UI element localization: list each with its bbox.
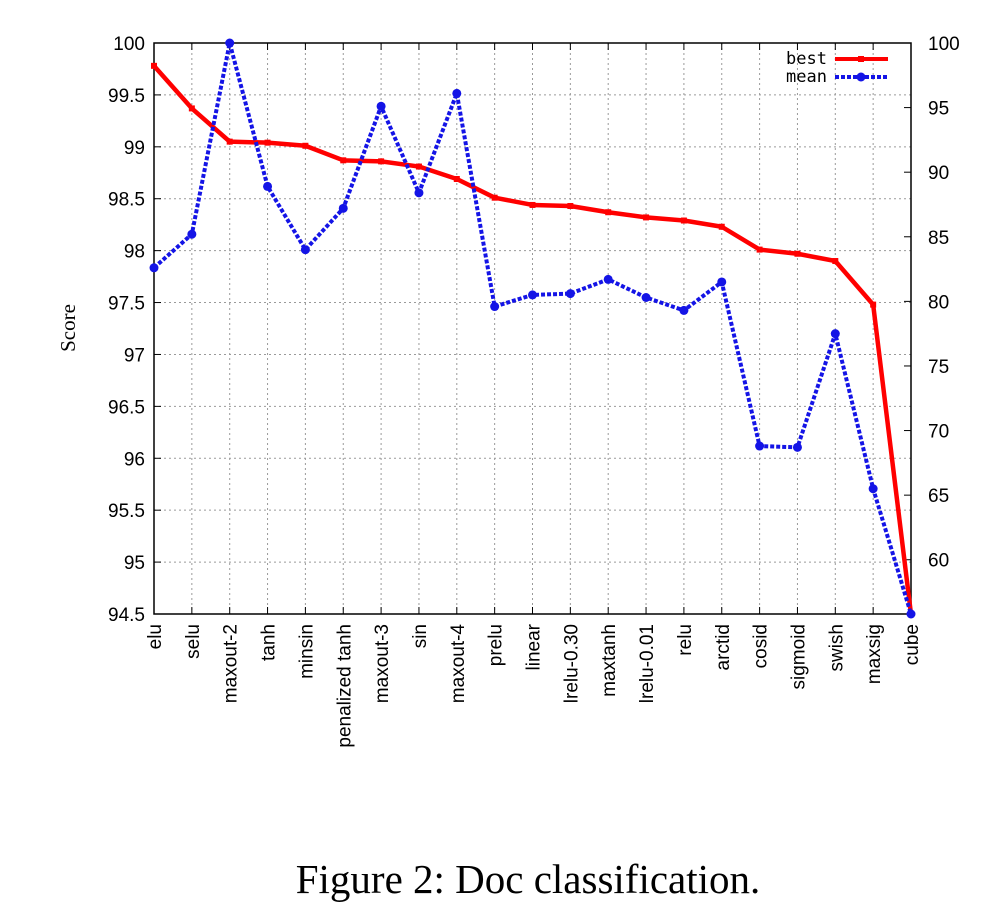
- legend: best mean: [786, 49, 888, 87]
- data-point-mean: [376, 101, 386, 111]
- y2-tick-label: 60: [928, 551, 949, 572]
- left-y-axis: 94.5 95 95.5 96 96.5 97 97.5 98 98.5 99 99.5 100: [108, 34, 161, 626]
- y2-tick-label: 70: [928, 422, 949, 443]
- x-tick-label: prelu: [486, 624, 507, 666]
- data-point-mean: [679, 305, 689, 315]
- x-tick-label: penalized tanh: [334, 624, 355, 748]
- x-tick-label: linear: [524, 623, 545, 670]
- data-point-mean: [792, 442, 802, 452]
- x-tick-label: maxout-3: [372, 624, 393, 703]
- data-point-mean: [452, 88, 462, 98]
- data-point-best: [605, 209, 612, 216]
- x-tick-label: cube: [902, 624, 923, 665]
- data-point-mean: [528, 290, 537, 300]
- data-point-mean: [755, 441, 765, 451]
- y2-tick-label: 65: [928, 486, 949, 507]
- legend-mean-marker: [856, 72, 866, 82]
- x-tick-label: cosid: [751, 624, 772, 668]
- y-tick-label: 99.5: [108, 86, 145, 107]
- x-tick-label: tanh: [259, 624, 280, 661]
- data-point-best: [491, 194, 498, 201]
- x-tick-label: sigmoid: [788, 624, 809, 689]
- x-tick-label: maxout-2: [221, 624, 242, 703]
- data-point-best: [151, 62, 157, 69]
- x-tick-label: maxtanh: [599, 624, 620, 697]
- data-point-mean: [603, 274, 613, 284]
- y-tick-label: 99: [124, 138, 145, 159]
- x-tick-label: swish: [826, 624, 847, 672]
- data-point-best: [643, 214, 650, 221]
- y-tick-label: 96: [124, 449, 145, 470]
- x-axis: elu selu maxout-2 tanh minsin penalized tanh m…: [145, 43, 923, 748]
- data-point-best: [718, 223, 725, 230]
- data-point-best: [302, 142, 309, 149]
- data-point-mean: [717, 277, 727, 287]
- y2-tick-label: 85: [928, 228, 949, 249]
- y-axis-label: Score: [56, 304, 80, 352]
- data-point-best: [680, 217, 687, 224]
- data-point-best: [378, 158, 385, 165]
- y-tick-label: 100: [113, 34, 145, 55]
- data-point-best: [415, 163, 422, 170]
- data-point-best: [340, 157, 347, 164]
- data-point-mean: [338, 203, 348, 213]
- data-point-best: [264, 139, 271, 146]
- data-point-mean: [149, 263, 159, 273]
- right-y-axis: 60 65 70 75 80 85 90 95 100: [904, 34, 960, 572]
- data-point-mean: [868, 484, 878, 494]
- data-point-mean: [187, 229, 197, 239]
- x-tick-label: selu: [183, 624, 204, 659]
- data-point-best: [832, 258, 839, 265]
- y-tick-label: 98.5: [108, 190, 145, 211]
- y2-tick-label: 90: [928, 163, 949, 184]
- y-tick-label: 98: [124, 242, 145, 263]
- data-point-mean: [414, 188, 424, 198]
- x-tick-label: relu: [675, 624, 696, 656]
- x-tick-label: elu: [145, 624, 166, 649]
- data-point-mean: [565, 289, 575, 299]
- legend-mean-label: mean: [786, 67, 827, 87]
- x-tick-label: maxsig: [864, 624, 885, 684]
- data-point-mean: [263, 181, 273, 191]
- y2-tick-label: 100: [928, 34, 960, 55]
- legend-best-marker: [858, 56, 864, 62]
- data-point-mean: [300, 245, 310, 255]
- data-point-mean: [906, 609, 916, 619]
- data-point-best: [188, 105, 195, 112]
- x-tick-label: lrelu-0.01: [637, 624, 658, 703]
- y-tick-label: 97: [124, 345, 145, 366]
- y-tick-label: 95: [124, 553, 145, 574]
- y2-tick-label: 80: [928, 292, 949, 313]
- x-tick-label: sin: [410, 624, 431, 648]
- data-point-best: [794, 250, 801, 257]
- data-point-best: [756, 246, 763, 253]
- legend-best-label: best: [786, 49, 827, 69]
- data-point-best: [529, 201, 536, 208]
- y2-tick-label: 75: [928, 357, 949, 378]
- figure-caption: Figure 2: Doc classification.: [296, 856, 761, 902]
- y-tick-label: 95.5: [108, 501, 145, 522]
- data-point-best: [453, 176, 460, 183]
- x-tick-label: maxout-4: [448, 624, 469, 704]
- data-point-best: [567, 202, 574, 209]
- y-tick-label: 94.5: [108, 605, 145, 626]
- y-tick-label: 96.5: [108, 397, 145, 418]
- data-point-mean: [830, 329, 840, 339]
- x-tick-label: lrelu-0.30: [561, 624, 582, 703]
- x-tick-label: minsin: [296, 624, 317, 679]
- data-point-mean: [490, 302, 500, 312]
- data-point-best: [226, 138, 233, 145]
- y-tick-label: 97.5: [108, 294, 145, 315]
- series: [149, 38, 916, 619]
- y2-tick-label: 95: [928, 99, 949, 120]
- x-tick-label: arctid: [713, 624, 734, 670]
- grid: [154, 43, 911, 614]
- data-point-mean: [225, 38, 235, 48]
- data-point-best: [870, 301, 877, 308]
- data-point-mean: [641, 292, 651, 302]
